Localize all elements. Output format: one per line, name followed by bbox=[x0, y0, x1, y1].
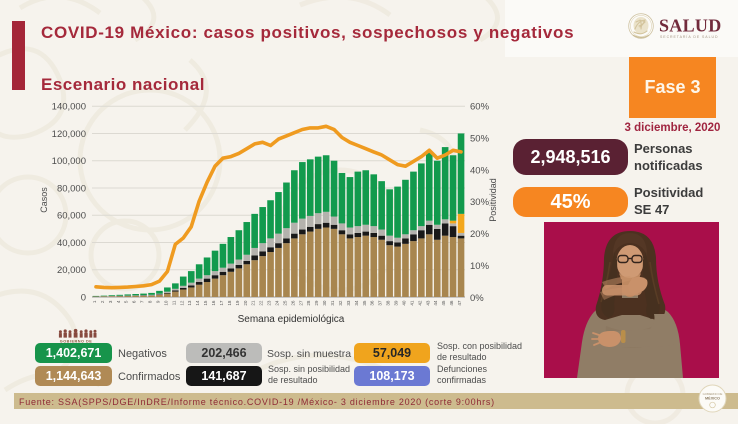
svg-text:100,000: 100,000 bbox=[52, 156, 86, 167]
svg-text:46: 46 bbox=[449, 300, 454, 306]
svg-text:43: 43 bbox=[425, 300, 430, 306]
svg-text:SECRETARÍA DE SALUD: SECRETARÍA DE SALUD bbox=[660, 35, 718, 39]
svg-text:16: 16 bbox=[211, 300, 216, 306]
svg-text:Positividad: Positividad bbox=[488, 178, 498, 222]
svg-text:140,000: 140,000 bbox=[52, 102, 86, 113]
svg-text:34: 34 bbox=[354, 300, 359, 306]
svg-text:17: 17 bbox=[219, 300, 224, 306]
svg-text:36: 36 bbox=[370, 300, 375, 306]
svg-text:80,000: 80,000 bbox=[57, 183, 86, 194]
svg-text:120,000: 120,000 bbox=[52, 129, 86, 140]
svg-text:6: 6 bbox=[132, 300, 137, 303]
svg-text:12: 12 bbox=[179, 300, 184, 306]
svg-text:33: 33 bbox=[346, 300, 351, 306]
svg-text:MÉXICO: MÉXICO bbox=[705, 396, 720, 401]
svg-text:40: 40 bbox=[402, 300, 407, 306]
svg-text:32: 32 bbox=[338, 300, 343, 306]
svg-text:31: 31 bbox=[330, 300, 335, 306]
svg-text:60,000: 60,000 bbox=[57, 211, 86, 222]
svg-text:5: 5 bbox=[124, 300, 129, 303]
svg-text:18: 18 bbox=[227, 300, 232, 306]
svg-text:20,000: 20,000 bbox=[57, 265, 86, 276]
svg-text:44: 44 bbox=[433, 300, 438, 306]
svg-text:0%: 0% bbox=[470, 293, 484, 304]
svg-text:GOBIERNO DE: GOBIERNO DE bbox=[60, 340, 93, 344]
svg-text:26: 26 bbox=[290, 300, 295, 306]
svg-text:60%: 60% bbox=[470, 102, 490, 113]
svg-text:20%: 20% bbox=[470, 229, 490, 240]
svg-text:25: 25 bbox=[282, 300, 287, 306]
svg-text:8: 8 bbox=[148, 300, 153, 303]
svg-text:20: 20 bbox=[243, 300, 248, 306]
svg-text:42: 42 bbox=[417, 300, 422, 306]
svg-text:2: 2 bbox=[100, 300, 105, 303]
svg-text:GOBIERNO DE: GOBIERNO DE bbox=[703, 392, 723, 396]
svg-text:3: 3 bbox=[108, 300, 113, 303]
svg-text:0: 0 bbox=[81, 292, 86, 303]
svg-text:30: 30 bbox=[322, 300, 327, 306]
svg-text:SALUD: SALUD bbox=[659, 16, 722, 36]
svg-text:47: 47 bbox=[457, 300, 462, 306]
svg-text:30%: 30% bbox=[470, 197, 490, 208]
svg-text:1: 1 bbox=[92, 300, 97, 303]
svg-text:23: 23 bbox=[267, 300, 272, 306]
svg-text:21: 21 bbox=[251, 300, 256, 306]
svg-text:13: 13 bbox=[187, 300, 192, 306]
svg-text:15: 15 bbox=[203, 300, 208, 306]
svg-text:9: 9 bbox=[156, 300, 161, 303]
svg-text:28: 28 bbox=[306, 300, 311, 306]
svg-text:19: 19 bbox=[235, 300, 240, 306]
svg-text:10: 10 bbox=[163, 300, 168, 306]
svg-text:29: 29 bbox=[314, 300, 319, 306]
svg-text:27: 27 bbox=[298, 300, 303, 306]
svg-text:22: 22 bbox=[259, 300, 264, 306]
svg-text:45: 45 bbox=[441, 300, 446, 306]
svg-text:4: 4 bbox=[116, 300, 121, 303]
svg-text:37: 37 bbox=[378, 300, 383, 306]
svg-text:11: 11 bbox=[171, 300, 176, 305]
svg-text:7: 7 bbox=[140, 300, 145, 303]
svg-text:39: 39 bbox=[394, 300, 399, 306]
svg-text:40,000: 40,000 bbox=[57, 238, 86, 249]
svg-text:Semana epidemiológica: Semana epidemiológica bbox=[238, 314, 345, 325]
svg-text:10%: 10% bbox=[470, 261, 490, 272]
svg-text:24: 24 bbox=[275, 300, 280, 306]
svg-text:Casos: Casos bbox=[39, 187, 49, 213]
svg-text:35: 35 bbox=[362, 300, 367, 306]
svg-text:38: 38 bbox=[386, 300, 391, 306]
svg-text:41: 41 bbox=[409, 300, 414, 306]
svg-text:50%: 50% bbox=[470, 133, 490, 144]
svg-text:40%: 40% bbox=[470, 165, 490, 176]
svg-text:14: 14 bbox=[195, 300, 200, 306]
